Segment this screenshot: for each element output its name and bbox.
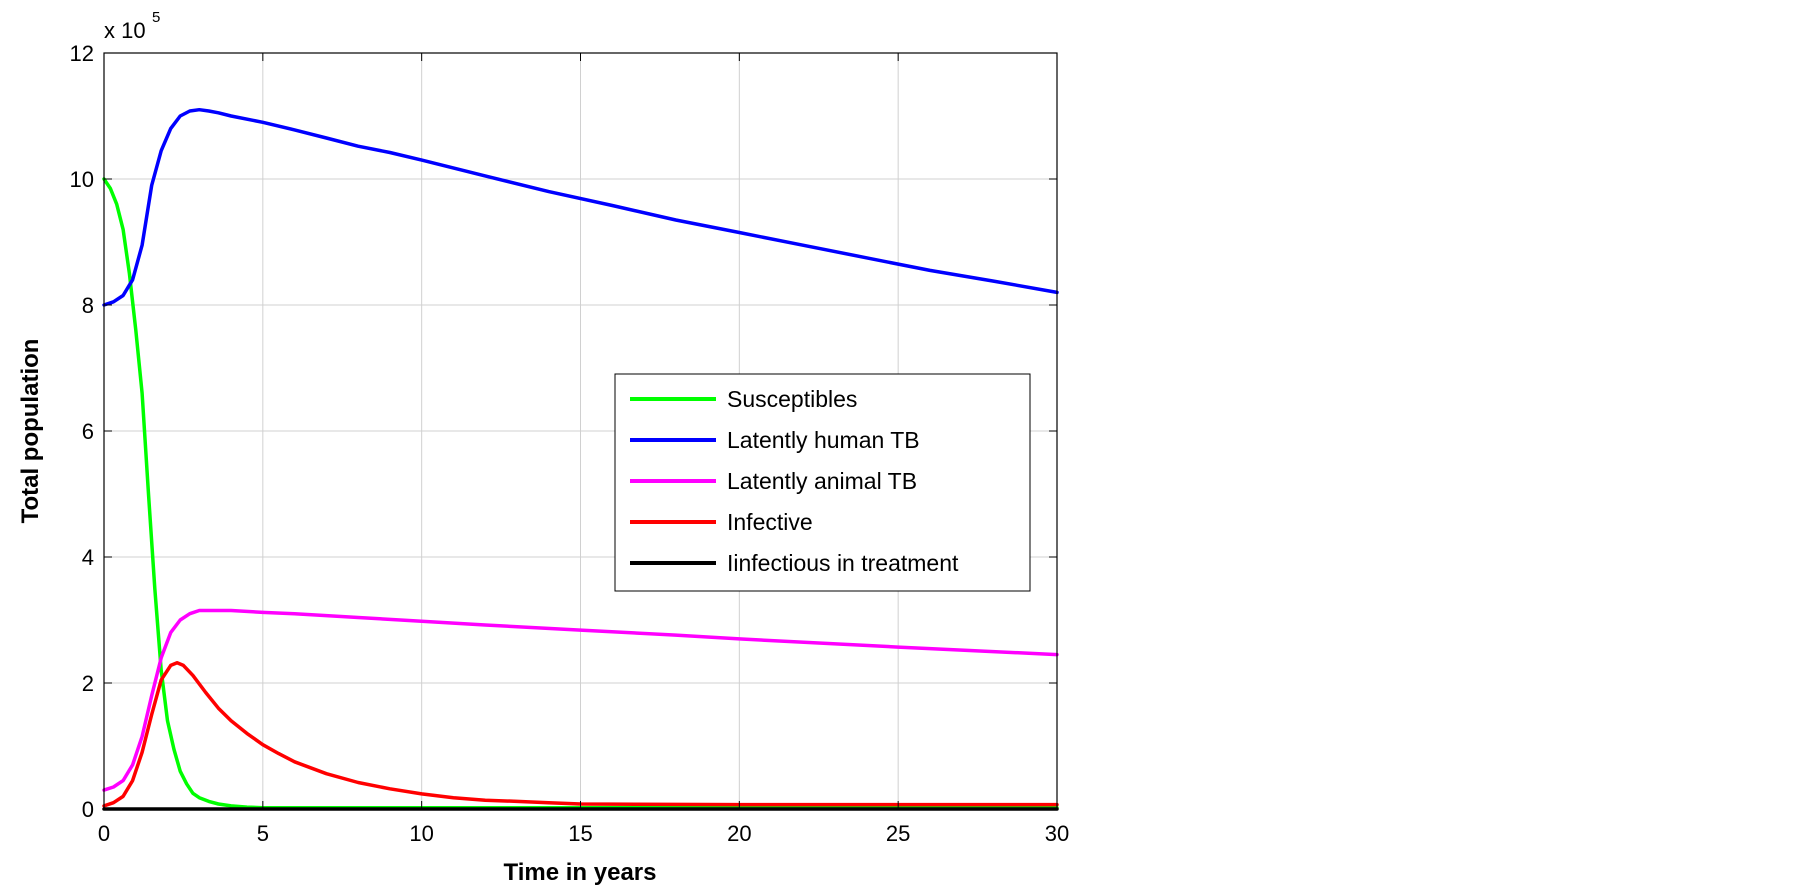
y-tick-label: 10: [70, 167, 94, 192]
legend-label-latently-human-tb: Latently human TB: [727, 427, 920, 453]
legend-label-susceptibles: Susceptibles: [727, 386, 857, 412]
legend-label-iinfectious-in-treatment: Iinfectious in treatment: [727, 550, 959, 576]
x-tick-label: 25: [886, 821, 910, 846]
y-multiplier-label: x 10: [104, 18, 146, 43]
legend-label-infective: Infective: [727, 509, 813, 535]
series-line-latently-human-tb: [102, 107, 1059, 307]
y-tick-label: 6: [82, 419, 94, 444]
y-tick-label: 12: [70, 41, 94, 66]
y-tick-label: 0: [82, 797, 94, 822]
series-line-infective: [102, 661, 1059, 808]
legend-entries: Susceptibles Latently human TB Latently an…: [630, 386, 959, 576]
axis-ticks: 0 5 10 15 20 25 30 0 2 4 6 8 10 12: [70, 41, 1070, 846]
y-tick-label: 4: [82, 545, 94, 570]
series-line-latently-animal-tb: [102, 608, 1059, 792]
y-tick-label: 8: [82, 293, 94, 318]
x-tick-label: 30: [1045, 821, 1069, 846]
x-axis-label: Time in years: [504, 859, 657, 886]
x-tick-label: 10: [409, 821, 433, 846]
x-tick-label: 15: [568, 821, 592, 846]
legend-label-latently-animal-tb: Latently animal TB: [727, 468, 917, 494]
x-tick-label: 0: [98, 821, 110, 846]
y-multiplier-exponent: 5: [152, 9, 160, 26]
y-tick-label: 2: [82, 671, 94, 696]
y-axis-label: Total population: [17, 339, 44, 524]
x-tick-label: 20: [727, 821, 751, 846]
legend: Susceptibles Latently human TB Latently an…: [614, 373, 1031, 592]
x-tick-label: 5: [257, 821, 269, 846]
